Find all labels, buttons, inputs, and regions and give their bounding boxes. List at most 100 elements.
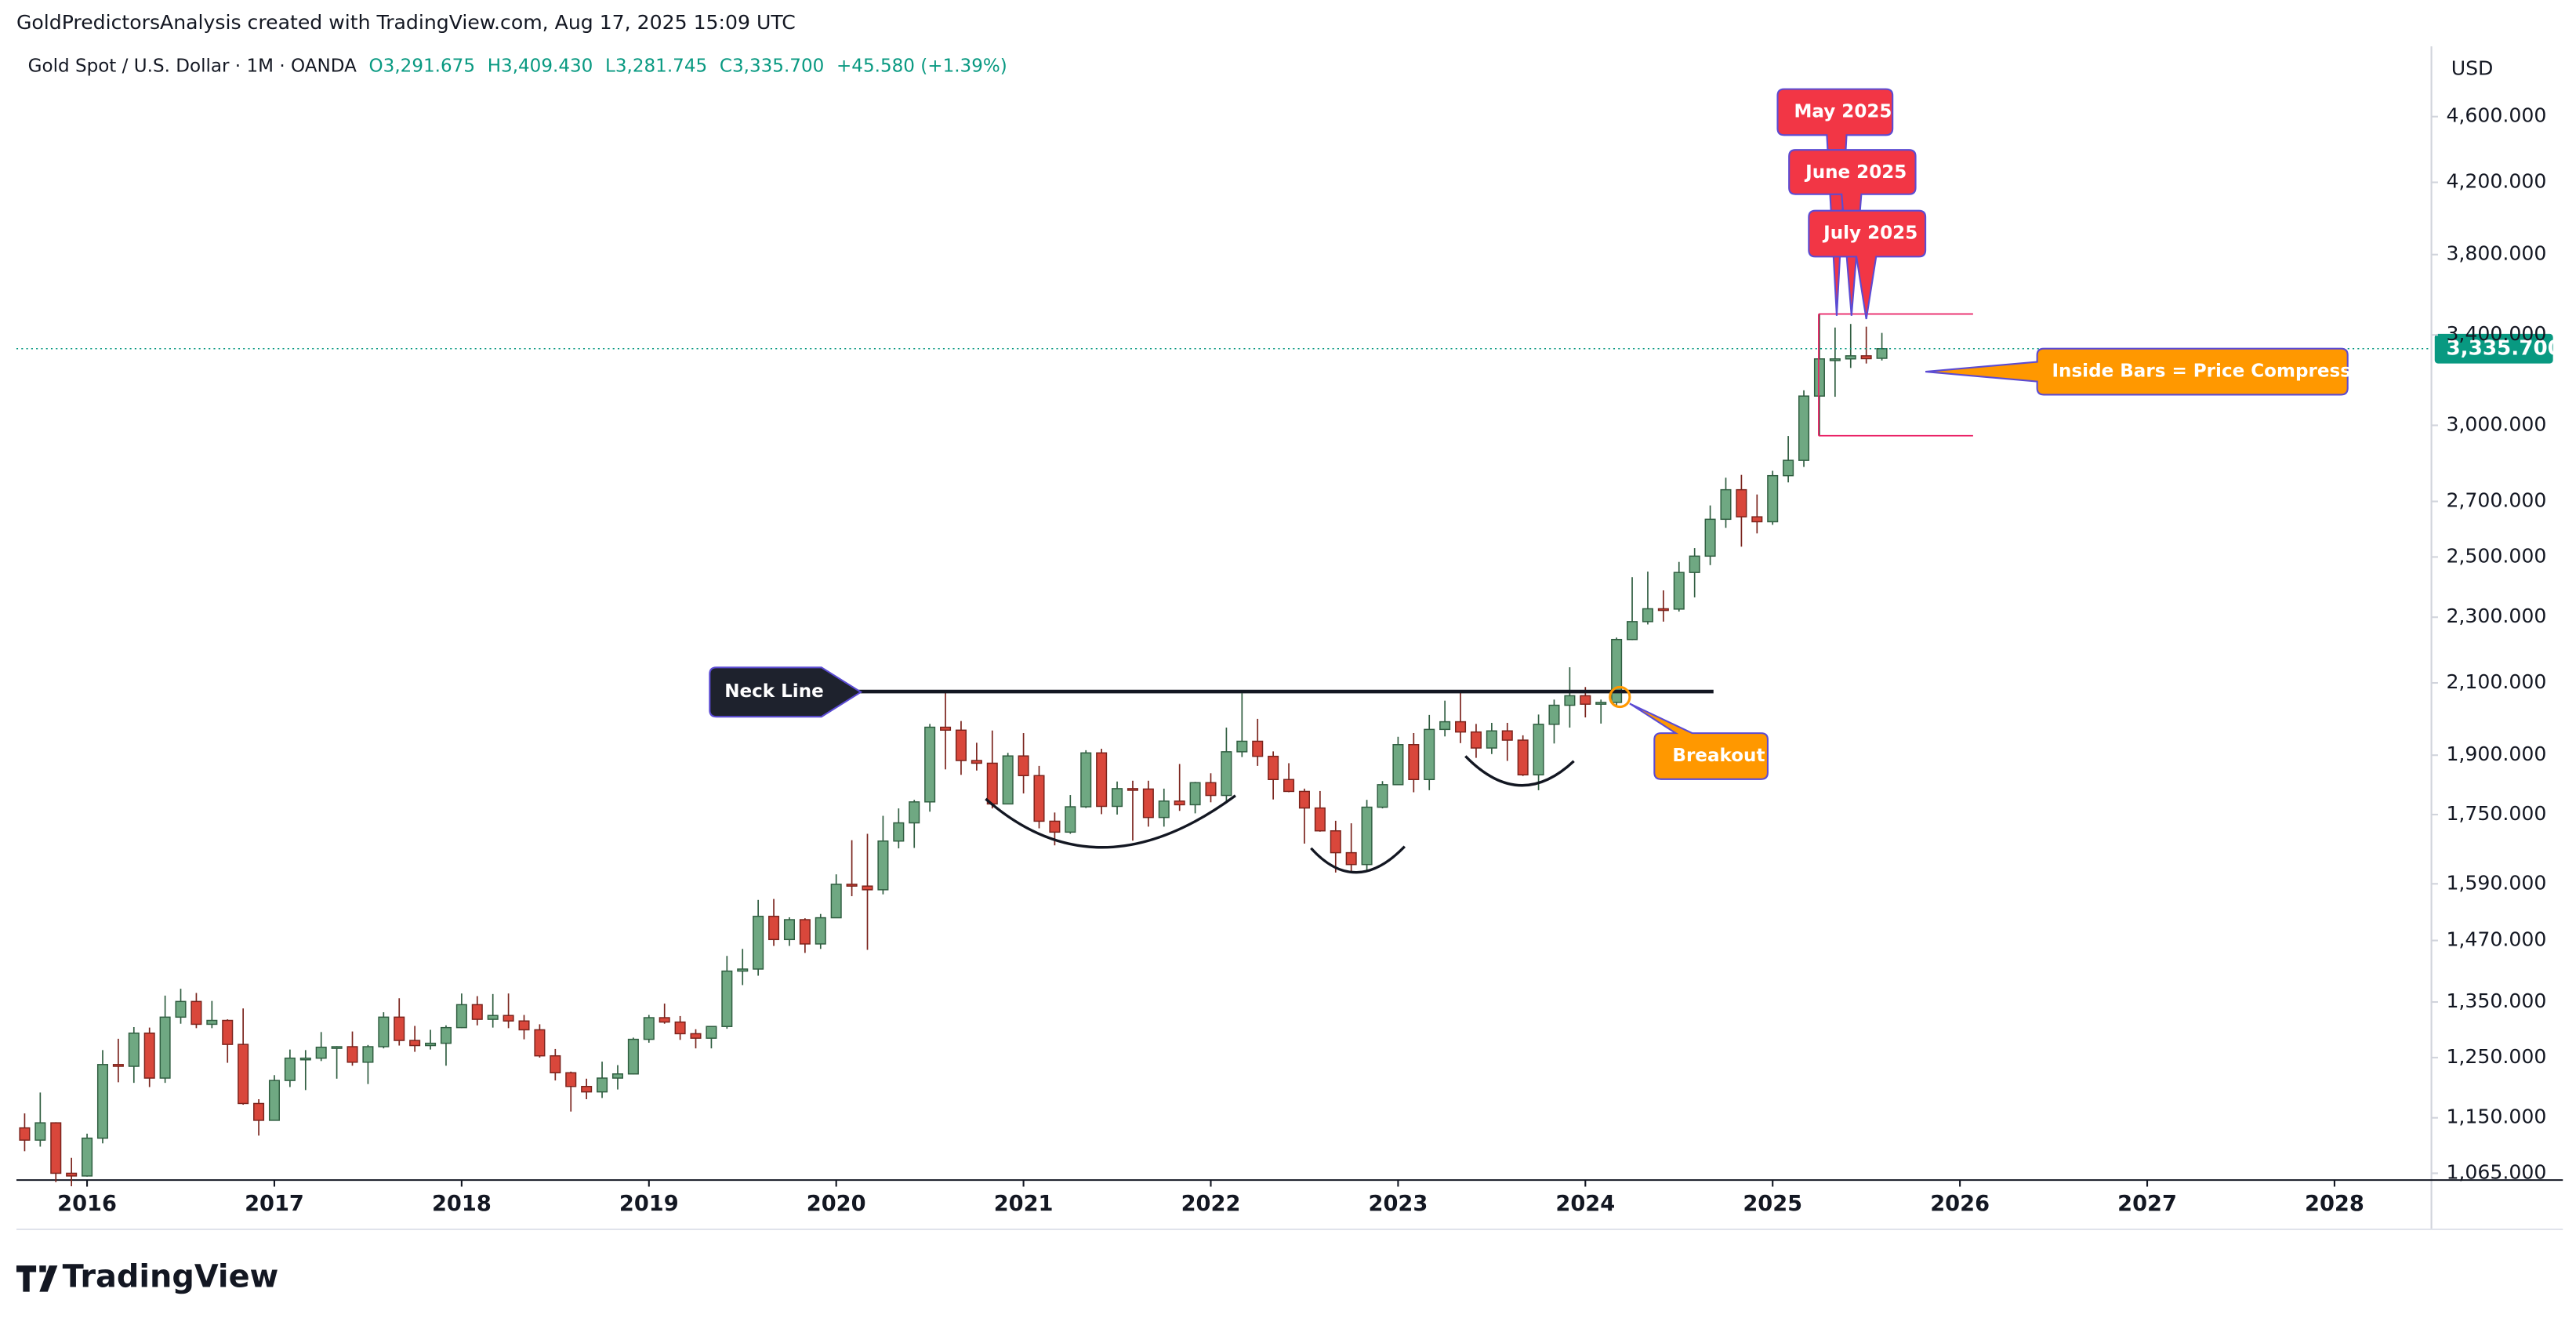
candle-body	[1595, 702, 1607, 705]
candle-body	[674, 1021, 686, 1035]
annotations	[16, 313, 2432, 694]
candle-body	[862, 885, 873, 891]
july-label: July 2025	[1808, 209, 1927, 320]
candle-body	[565, 1072, 577, 1087]
low: L3,281.745	[605, 56, 707, 76]
candle-body	[331, 1046, 343, 1049]
cup-arc	[985, 794, 1236, 849]
candle-body	[1439, 721, 1451, 731]
currency: USD	[2451, 56, 2494, 79]
y-tick-label: 1,590.000	[2446, 871, 2546, 894]
x-tick-label: 2019	[619, 1192, 679, 1216]
candle-body	[1252, 740, 1264, 757]
candle-body	[222, 1019, 234, 1045]
candle-body	[346, 1046, 358, 1063]
candle-body	[1470, 731, 1482, 749]
candles	[19, 314, 1888, 1187]
last-price: 3,335.700	[2434, 333, 2562, 364]
price-tag	[2434, 333, 2553, 364]
y-tick-label: 1,750.000	[2446, 802, 2546, 825]
candle-body	[1876, 348, 1888, 359]
candle-body	[1112, 788, 1123, 808]
candle-body	[534, 1029, 546, 1057]
change: +45.580 (+1.39%)	[836, 56, 1007, 76]
candle-body	[1689, 555, 1700, 573]
candle-body	[1377, 784, 1388, 808]
symbol-legend: Gold Spot / U.S. Dollar · 1M · OANDA O3,…	[28, 56, 1007, 76]
candle-body	[1221, 751, 1232, 797]
x-tick-label: 2020	[807, 1192, 866, 1216]
y-tick-label: 4,200.000	[2446, 170, 2546, 193]
candle-body	[986, 762, 998, 805]
candle-body	[1533, 724, 1544, 776]
candle-body	[175, 1000, 187, 1018]
y-tick-label: 2,500.000	[2446, 544, 2546, 567]
candle-body	[1345, 851, 1357, 866]
candle-body	[1205, 782, 1217, 797]
candle-body	[284, 1057, 296, 1081]
candle-body	[1813, 358, 1825, 397]
candle-body	[1189, 782, 1201, 806]
candle-body	[1486, 730, 1497, 749]
candle-body	[1720, 488, 1732, 521]
candle-body	[1424, 728, 1435, 781]
candle-body	[1860, 355, 1872, 360]
neck-line-label: Neck Line	[709, 666, 863, 718]
candle-body	[1236, 740, 1248, 753]
candle-body	[394, 1016, 405, 1041]
candle-body	[1033, 775, 1045, 822]
brand: TradingView	[16, 1258, 278, 1294]
candle-body	[830, 884, 842, 919]
label-text: July 2025	[1822, 223, 1917, 244]
candle-body	[34, 1122, 46, 1141]
x-tick-label: 2028	[2305, 1192, 2364, 1216]
candle-body	[924, 726, 936, 803]
price-tag-text: 3,335.700	[2446, 336, 2561, 360]
candle-body	[190, 1000, 202, 1026]
candle-body	[627, 1038, 639, 1075]
candle-body	[143, 1033, 155, 1079]
candle-body	[112, 1064, 124, 1067]
candle-body	[268, 1080, 280, 1121]
candle-body	[611, 1073, 623, 1079]
x-tick-label: 2021	[994, 1192, 1054, 1216]
high: H3,409.430	[488, 56, 593, 76]
candle-body	[19, 1127, 31, 1141]
candle-body	[1314, 807, 1326, 832]
breakout-marker	[1609, 685, 1631, 709]
candle-body	[503, 1015, 514, 1022]
breakout-label: Breakout	[1609, 685, 1769, 780]
candle-body	[1002, 755, 1014, 805]
candle-body	[1065, 806, 1076, 833]
label-box	[709, 666, 863, 718]
candle-body	[1096, 752, 1108, 808]
candle-body	[1408, 744, 1420, 781]
candle-body	[1704, 518, 1716, 557]
x-tick-label: 2022	[1181, 1192, 1241, 1216]
credit: GoldPredictorsAnalysis created with Trad…	[16, 11, 796, 34]
x-tick-label: 2024	[1555, 1192, 1615, 1216]
candle-body	[1580, 695, 1591, 705]
label-text: May 2025	[1794, 101, 1892, 122]
x-tick-label: 2023	[1369, 1192, 1428, 1216]
candle-body	[299, 1057, 311, 1061]
candle-body	[1080, 752, 1092, 808]
candle-body	[971, 760, 982, 764]
candle-body	[768, 916, 780, 941]
brand-logo	[16, 1265, 58, 1292]
label-box	[1808, 209, 1927, 320]
candle-body	[643, 1017, 655, 1040]
x-tick-label: 2018	[432, 1192, 492, 1216]
candle-body	[1548, 704, 1560, 725]
candle-body	[1673, 572, 1685, 610]
candle-body	[893, 822, 905, 842]
candle-body	[1736, 488, 1747, 517]
candle-body	[815, 917, 826, 945]
candle-body	[518, 1020, 530, 1031]
inside-bars-label: Inside Bars = Price Compression	[1925, 347, 2382, 396]
label-box	[1776, 88, 1894, 316]
label-text: Neck Line	[724, 681, 824, 702]
candle-body	[1627, 621, 1638, 641]
label-text: Inside Bars = Price Compression	[2052, 361, 2382, 382]
